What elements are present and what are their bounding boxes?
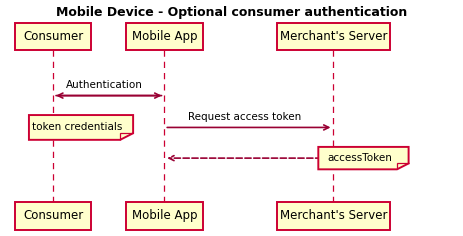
Polygon shape [319,147,409,169]
Text: Consumer: Consumer [23,209,83,223]
FancyBboxPatch shape [126,23,203,50]
Text: Consumer: Consumer [23,30,83,43]
FancyBboxPatch shape [277,23,390,50]
FancyBboxPatch shape [15,23,92,50]
FancyBboxPatch shape [15,202,92,229]
FancyBboxPatch shape [126,202,203,229]
Text: Mobile App: Mobile App [131,209,197,223]
Text: accessToken: accessToken [327,153,393,163]
Text: Merchant's Server: Merchant's Server [280,30,387,43]
Text: Merchant's Server: Merchant's Server [280,209,387,223]
Polygon shape [29,115,133,140]
Text: token credentials: token credentials [32,122,122,132]
Text: Authentication: Authentication [66,80,143,90]
FancyBboxPatch shape [277,202,390,229]
Text: Request access token: Request access token [188,112,301,122]
Text: Mobile Device - Optional consumer authentication: Mobile Device - Optional consumer authen… [56,6,407,19]
Text: Mobile App: Mobile App [131,30,197,43]
